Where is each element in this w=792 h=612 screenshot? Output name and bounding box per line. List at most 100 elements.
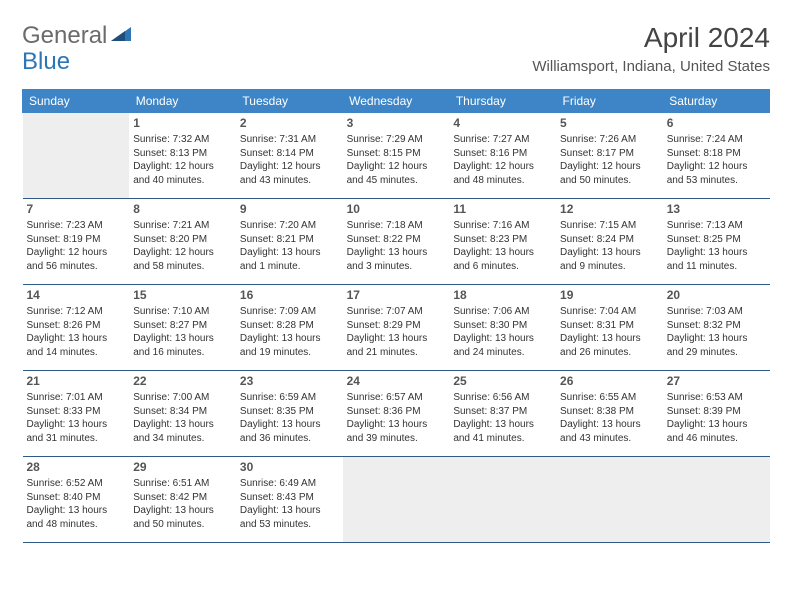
day-number: 22 [133,373,232,389]
day-details: Sunrise: 7:01 AMSunset: 8:33 PMDaylight:… [27,391,126,445]
day-details: Sunrise: 6:52 AMSunset: 8:40 PMDaylight:… [27,477,126,531]
day-details: Sunrise: 7:04 AMSunset: 8:31 PMDaylight:… [560,305,659,359]
day-details: Sunrise: 6:49 AMSunset: 8:43 PMDaylight:… [240,477,339,531]
calendar-day-cell: 15 Sunrise: 7:10 AMSunset: 8:27 PMDayligh… [129,285,236,371]
calendar-day-cell: 4 Sunrise: 7:27 AMSunset: 8:16 PMDaylight… [449,113,556,199]
day-number: 7 [27,201,126,217]
day-number: 18 [453,287,552,303]
calendar-day-cell [663,457,770,543]
day-details: Sunrise: 6:59 AMSunset: 8:35 PMDaylight:… [240,391,339,445]
calendar-day-cell [556,457,663,543]
calendar-day-cell [343,457,450,543]
logo: General [22,22,135,50]
calendar-day-cell: 26 Sunrise: 6:55 AMSunset: 8:38 PMDayligh… [556,371,663,457]
day-number: 24 [347,373,446,389]
day-details: Sunrise: 6:51 AMSunset: 8:42 PMDaylight:… [133,477,232,531]
calendar-day-cell: 24 Sunrise: 6:57 AMSunset: 8:36 PMDayligh… [343,371,450,457]
day-details: Sunrise: 7:13 AMSunset: 8:25 PMDaylight:… [667,219,766,273]
day-number: 29 [133,459,232,475]
day-number: 19 [560,287,659,303]
calendar-day-cell: 17Sunrise: 7:07 AMSunset: 8:29 PMDayligh… [343,285,450,371]
day-details: Sunrise: 7:20 AMSunset: 8:21 PMDaylight:… [240,219,339,273]
calendar-day-cell: 8 Sunrise: 7:21 AMSunset: 8:20 PMDaylight… [129,199,236,285]
day-details: Sunrise: 6:55 AMSunset: 8:38 PMDaylight:… [560,391,659,445]
day-number: 13 [667,201,766,217]
day-number: 10 [347,201,446,217]
calendar-day-cell: 25Sunrise: 6:56 AMSunset: 8:37 PMDayligh… [449,371,556,457]
calendar-day-cell: 11 Sunrise: 7:16 AMSunset: 8:23 PMDayligh… [449,199,556,285]
calendar-day-cell: 16Sunrise: 7:09 AMSunset: 8:28 PMDayligh… [236,285,343,371]
calendar-day-cell: 9 Sunrise: 7:20 AMSunset: 8:21 PMDaylight… [236,199,343,285]
calendar-week-row: 7Sunrise: 7:23 AMSunset: 8:19 PMDaylight… [23,199,770,285]
column-header: Sunday [23,90,130,113]
calendar-day-cell: 10 Sunrise: 7:18 AMSunset: 8:22 PMDayligh… [343,199,450,285]
column-header: Saturday [663,90,770,113]
day-number: 26 [560,373,659,389]
calendar-week-row: 1Sunrise: 7:32 AMSunset: 8:13 PMDaylight… [23,113,770,199]
day-details: Sunrise: 7:27 AMSunset: 8:16 PMDaylight:… [453,133,552,187]
logo-text-blue: Blue [22,48,70,75]
column-header: Monday [129,90,236,113]
day-number: 17 [347,287,446,303]
calendar-day-cell [23,113,130,199]
header: General April 2024 Williamsport, Indiana… [22,22,770,75]
calendar-day-cell: 29 Sunrise: 6:51 AMSunset: 8:42 PMDayligh… [129,457,236,543]
day-details: Sunrise: 6:53 AMSunset: 8:39 PMDaylight:… [667,391,766,445]
calendar-header-row: SundayMondayTuesdayWednesdayThursdayFrid… [23,90,770,113]
calendar-day-cell: 23Sunrise: 6:59 AMSunset: 8:35 PMDayligh… [236,371,343,457]
day-details: Sunrise: 7:00 AMSunset: 8:34 PMDaylight:… [133,391,232,445]
calendar-week-row: 28 Sunrise: 6:52 AMSunset: 8:40 PMDayligh… [23,457,770,543]
day-number: 28 [27,459,126,475]
day-number: 21 [27,373,126,389]
day-details: Sunrise: 7:24 AMSunset: 8:18 PMDaylight:… [667,133,766,187]
calendar-day-cell: 22 Sunrise: 7:00 AMSunset: 8:34 PMDayligh… [129,371,236,457]
day-number: 14 [27,287,126,303]
day-details: Sunrise: 7:18 AMSunset: 8:22 PMDaylight:… [347,219,446,273]
calendar-day-cell: 7Sunrise: 7:23 AMSunset: 8:19 PMDaylight… [23,199,130,285]
day-number: 2 [240,115,339,131]
logo-text-general: General [22,22,107,50]
day-number: 20 [667,287,766,303]
day-number: 16 [240,287,339,303]
day-number: 8 [133,201,232,217]
calendar-day-cell: 18 Sunrise: 7:06 AMSunset: 8:30 PMDayligh… [449,285,556,371]
day-number: 3 [347,115,446,131]
calendar-day-cell: 12 Sunrise: 7:15 AMSunset: 8:24 PMDayligh… [556,199,663,285]
day-number: 11 [453,201,552,217]
column-header: Wednesday [343,90,450,113]
day-details: Sunrise: 7:15 AMSunset: 8:24 PMDaylight:… [560,219,659,273]
day-number: 12 [560,201,659,217]
day-number: 6 [667,115,766,131]
day-details: Sunrise: 7:21 AMSunset: 8:20 PMDaylight:… [133,219,232,273]
calendar-day-cell: 14Sunrise: 7:12 AMSunset: 8:26 PMDayligh… [23,285,130,371]
day-details: Sunrise: 7:26 AMSunset: 8:17 PMDaylight:… [560,133,659,187]
calendar-week-row: 21 Sunrise: 7:01 AMSunset: 8:33 PMDayligh… [23,371,770,457]
day-details: Sunrise: 7:06 AMSunset: 8:30 PMDaylight:… [453,305,552,359]
calendar-body: 1Sunrise: 7:32 AMSunset: 8:13 PMDaylight… [23,113,770,543]
calendar-day-cell: 27 Sunrise: 6:53 AMSunset: 8:39 PMDayligh… [663,371,770,457]
calendar-day-cell: 13 Sunrise: 7:13 AMSunset: 8:25 PMDayligh… [663,199,770,285]
day-details: Sunrise: 7:10 AMSunset: 8:27 PMDaylight:… [133,305,232,359]
calendar-day-cell: 28 Sunrise: 6:52 AMSunset: 8:40 PMDayligh… [23,457,130,543]
calendar-week-row: 14Sunrise: 7:12 AMSunset: 8:26 PMDayligh… [23,285,770,371]
day-details: Sunrise: 6:57 AMSunset: 8:36 PMDaylight:… [347,391,446,445]
title-block: April 2024 Williamsport, Indiana, United… [532,22,770,75]
day-number: 27 [667,373,766,389]
calendar-day-cell [449,457,556,543]
calendar-day-cell: 20 Sunrise: 7:03 AMSunset: 8:32 PMDayligh… [663,285,770,371]
day-number: 9 [240,201,339,217]
day-number: 1 [133,115,232,131]
calendar-day-cell: 1Sunrise: 7:32 AMSunset: 8:13 PMDaylight… [129,113,236,199]
logo-triangle-icon [111,25,133,48]
day-details: Sunrise: 6:56 AMSunset: 8:37 PMDaylight:… [453,391,552,445]
day-details: Sunrise: 7:16 AMSunset: 8:23 PMDaylight:… [453,219,552,273]
day-number: 4 [453,115,552,131]
location-label: Williamsport, Indiana, United States [532,58,770,75]
calendar-day-cell: 30Sunrise: 6:49 AMSunset: 8:43 PMDayligh… [236,457,343,543]
column-header: Tuesday [236,90,343,113]
calendar-day-cell: 2Sunrise: 7:31 AMSunset: 8:14 PMDaylight… [236,113,343,199]
day-details: Sunrise: 7:03 AMSunset: 8:32 PMDaylight:… [667,305,766,359]
day-number: 5 [560,115,659,131]
day-details: Sunrise: 7:29 AMSunset: 8:15 PMDaylight:… [347,133,446,187]
day-number: 15 [133,287,232,303]
